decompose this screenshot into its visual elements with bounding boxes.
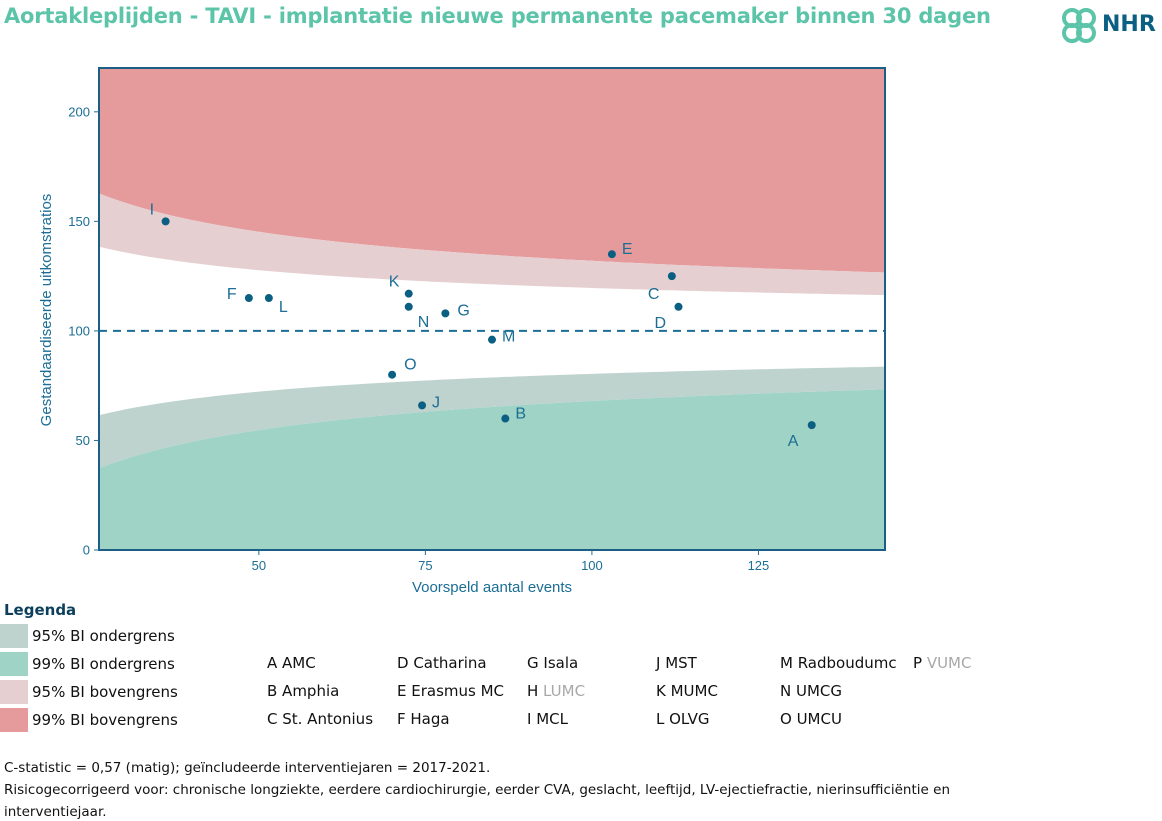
hospital-legend-item: B Amphia (267, 682, 340, 700)
hospital-legend-item: A AMC (267, 654, 316, 672)
logo-text: NHR (1102, 12, 1156, 37)
data-point-d (674, 302, 683, 311)
data-point-i (161, 217, 170, 226)
hospital-legend-item: C St. Antonius (267, 710, 374, 728)
point-label-a: A (788, 433, 799, 450)
point-label-o: O (404, 357, 416, 374)
plot-frame (98, 67, 886, 551)
hospital-legend-item: E Erasmus MC (397, 682, 505, 700)
data-point-b (501, 414, 510, 423)
x-tick-label: 50 (252, 558, 266, 573)
legend-item: 99% BI ondergrens (0, 652, 175, 676)
page-title: Aortakleplijden - TAVI - implantatie nie… (4, 4, 991, 28)
point-label-j: J (432, 394, 440, 411)
point-label-n: N (418, 314, 430, 331)
legend-item: 95% BI ondergrens (0, 624, 175, 648)
nhr-cross-logo-icon (1062, 8, 1096, 43)
point-label-g: G (457, 302, 469, 319)
point-label-b: B (515, 406, 526, 423)
point-label-i: I (150, 201, 154, 218)
hospital-letter: H (527, 682, 539, 700)
data-point-k (404, 289, 413, 298)
hospital-legend-item: D Catharina (397, 654, 487, 672)
y-tick-label: 0 (83, 543, 90, 558)
point-label-l: L (279, 299, 288, 316)
footnote: Risicogecorrigeerd voor: chronische long… (4, 782, 950, 798)
data-point-a (807, 421, 816, 430)
hospital-legend-item: P VUMC (913, 654, 971, 672)
y-tick-label: 100 (68, 323, 90, 338)
hospital-legend-item: K MUMC (656, 682, 718, 700)
point-label-m: M (502, 329, 515, 346)
band-99-upper (99, 68, 885, 273)
x-tick-label: 125 (748, 558, 770, 573)
legend-title: Legenda (4, 601, 77, 619)
band-95-lower (99, 366, 885, 469)
y-tick-label: 50 (76, 433, 90, 448)
y-tick-label: 150 (68, 214, 90, 229)
point-label-e: E (622, 241, 633, 258)
footnote: C-statistic = 0,57 (matig); geïncludeerd… (4, 760, 491, 776)
legend-label: 99% BI ondergrens (32, 655, 175, 673)
y-tick-label: 200 (68, 104, 90, 119)
legend-item: 99% BI bovengrens (0, 708, 178, 732)
data-point-m (488, 335, 496, 344)
hospital-legend-item: M Radboudumc (780, 654, 897, 672)
hospital-name: VUMC (922, 654, 972, 672)
legend-label: 95% BI bovengrens (32, 683, 178, 701)
x-axis-title: Voorspeld aantal events (412, 579, 572, 596)
hospital-legend-item: N UMCG (780, 682, 843, 700)
band-95-upper (99, 193, 885, 296)
y-axis-title: Gestandaardiseerde uitkomstratios (38, 194, 55, 427)
data-point-j (418, 401, 427, 410)
legend-item: 95% BI bovengrens (0, 680, 178, 704)
data-point-e (607, 250, 616, 259)
data-point-n (404, 302, 413, 311)
hospital-legend-item: O UMCU (780, 710, 842, 728)
data-point-g (441, 309, 450, 318)
hospital-name: LUMC (538, 682, 586, 700)
swatch-99-upper (0, 708, 28, 732)
point-label-c: C (648, 286, 660, 303)
band-99-lower (99, 389, 885, 550)
data-point-o (388, 370, 397, 379)
hospital-legend-item: I MCL (527, 710, 568, 728)
data-point-f (244, 294, 253, 303)
x-tick-label: 100 (581, 558, 603, 573)
hospital-legend-item: L OLVG (656, 710, 710, 728)
data-point-l (264, 294, 273, 303)
funnel-chart: 0 50 100 150 200 50 75 100 125 A B CD E F G I J K L M N O V… (38, 67, 886, 596)
point-label-k: K (389, 274, 400, 291)
hospital-legend-item: F Haga (397, 710, 450, 728)
point-label-d: D (655, 315, 667, 332)
swatch-99-lower (0, 652, 28, 676)
hospital-legend-item: J MST (656, 654, 697, 672)
legend-label: 95% BI ondergrens (32, 627, 175, 645)
hospital-legend-item: G Isala (527, 654, 579, 672)
data-point-c (667, 272, 676, 281)
legend-label: 99% BI bovengrens (32, 711, 178, 729)
footnote: interventiejaar. (4, 804, 107, 820)
swatch-95-lower (0, 624, 28, 648)
swatch-95-upper (0, 680, 28, 704)
nhr-logo: NHR (1058, 6, 1158, 46)
hospital-letter: P (913, 654, 923, 672)
hospital-legend-item: H LUMC (527, 682, 585, 700)
x-tick-label: 75 (418, 558, 432, 573)
point-label-f: F (227, 286, 237, 303)
